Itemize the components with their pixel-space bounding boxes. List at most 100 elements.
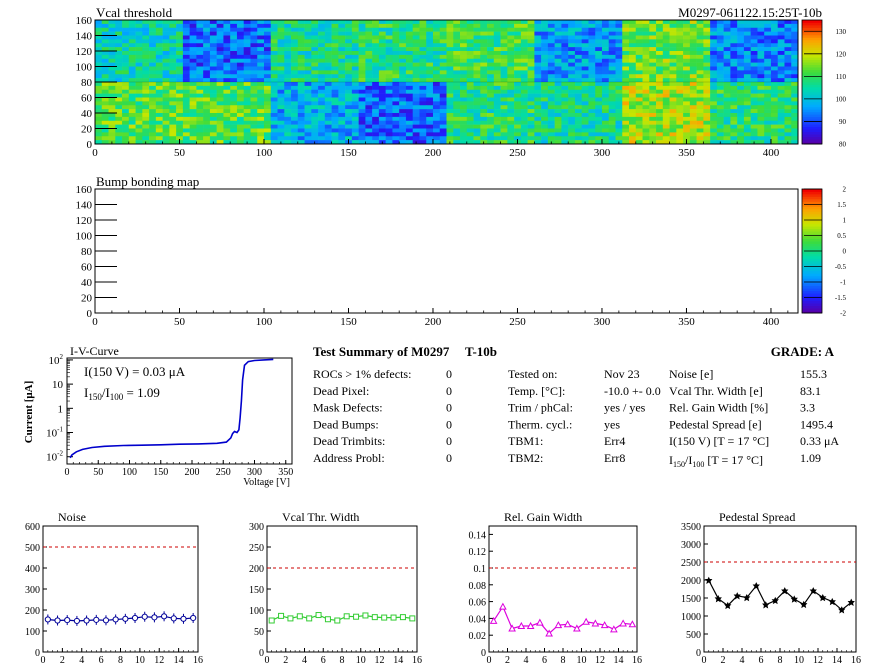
- vcal-cell: [338, 70, 346, 75]
- vcal-cell: [635, 62, 643, 67]
- vcal-cell: [784, 58, 792, 63]
- vcal-cell: [324, 74, 332, 79]
- vcal-cell: [554, 93, 562, 98]
- vcal-cell: [710, 101, 718, 106]
- vcal-cell: [399, 51, 407, 56]
- vcal-cell: [446, 128, 454, 133]
- vcal-cell: [311, 101, 319, 106]
- vcal-cell: [460, 31, 468, 36]
- vcal-cell: [574, 27, 582, 32]
- chart-point: [563, 620, 572, 628]
- vcal-cell: [635, 39, 643, 44]
- vcal-cell: [541, 116, 549, 122]
- vcal-cell: [203, 136, 211, 141]
- vcal-cell: [601, 140, 610, 145]
- vcal-cell: [514, 23, 522, 29]
- vcal-cell: [703, 43, 711, 48]
- summary-left-label: Dead Trimbits:: [313, 434, 385, 448]
- vcal-cell: [547, 93, 555, 98]
- vcal-cell: [351, 128, 359, 133]
- vcal-cell: [737, 124, 745, 129]
- vcal-cell: [345, 31, 353, 36]
- chart-x-tick-label: 10: [135, 655, 145, 666]
- vcal-cell: [601, 82, 610, 87]
- vcal-cell: [439, 101, 447, 106]
- vcal-cell: [764, 27, 772, 32]
- vcal-cell: [399, 82, 407, 87]
- vcal-cell: [277, 74, 285, 79]
- vcal-cell: [115, 101, 123, 106]
- chart-point: [628, 620, 637, 628]
- vcal-cell: [351, 85, 359, 91]
- chart-point: [371, 614, 378, 621]
- vcal-cell: [757, 31, 765, 36]
- vcal-cell: [182, 109, 190, 114]
- vcal-cell: [324, 35, 332, 40]
- vcal-cell: [331, 120, 339, 125]
- vcal-cell: [196, 97, 204, 102]
- vcal-cell: [405, 116, 413, 122]
- vcal-cell: [662, 136, 670, 141]
- vcal-cell: [757, 43, 765, 48]
- vcal-cell: [155, 27, 163, 32]
- vcal-cell: [324, 85, 332, 91]
- vcal-cell: [710, 20, 718, 25]
- vcal-cell: [142, 35, 150, 40]
- vcal-cell: [182, 136, 190, 141]
- bump-y-tick-label: 100: [76, 231, 93, 243]
- vcal-cell: [750, 128, 758, 133]
- vcal-cell: [507, 70, 515, 75]
- vcal-cell: [710, 140, 718, 145]
- vcal-cell: [703, 58, 711, 63]
- vcal-cell: [203, 97, 211, 102]
- vcal-cell: [737, 109, 745, 114]
- vcal-cell: [345, 89, 353, 94]
- vcal-cell: [601, 47, 610, 52]
- vcal-cell: [662, 31, 670, 36]
- vcal-cell: [629, 70, 637, 75]
- vcal-colorbar-tick-label: 80: [839, 141, 847, 149]
- vcal-cell: [446, 54, 454, 60]
- vcal-cell: [412, 39, 420, 44]
- vcal-cell: [128, 74, 136, 79]
- vcal-cell: [507, 124, 515, 129]
- vcal-cell: [696, 140, 704, 145]
- vcal-cell: [466, 31, 474, 36]
- vcal-cell: [101, 82, 109, 87]
- vcal-cell: [203, 116, 211, 122]
- vcal-cell: [649, 35, 657, 40]
- chart-y-tick-label: 0.06: [469, 598, 487, 609]
- vcal-cell: [460, 54, 468, 60]
- vcal-cell: [128, 66, 136, 71]
- vcal-cell: [270, 70, 278, 75]
- vcal-cell: [331, 66, 339, 71]
- vcal-cell: [203, 78, 211, 83]
- vcal-cell: [385, 128, 393, 133]
- vcal-cell: [365, 31, 373, 36]
- vcal-cell: [473, 47, 481, 52]
- vcal-cell: [520, 35, 528, 40]
- vcal-cell: [405, 20, 413, 25]
- vcal-cell: [743, 105, 751, 110]
- vcal-cell: [710, 47, 718, 52]
- vcal-cell: [372, 31, 380, 36]
- vcal-cell: [649, 128, 657, 133]
- vcal-cell: [439, 93, 447, 98]
- vcal-cell: [683, 47, 691, 52]
- vcal-cell: [784, 82, 792, 87]
- vcal-cell: [331, 74, 339, 79]
- vcal-cell: [703, 113, 711, 118]
- vcal-cell: [662, 43, 670, 48]
- vcal-cell: [689, 109, 697, 114]
- vcal-cell: [236, 120, 245, 125]
- vcal-cell: [608, 101, 616, 106]
- vcal-cell: [297, 27, 305, 32]
- vcal-cell: [162, 62, 170, 67]
- vcal-cell: [277, 120, 285, 125]
- vcal-cell: [676, 51, 684, 56]
- vcal-cell: [176, 105, 184, 110]
- vcal-cell: [460, 124, 468, 129]
- vcal-cell: [405, 136, 413, 141]
- vcal-colorbar-bin: [802, 22, 822, 26]
- vcal-cell: [311, 82, 319, 87]
